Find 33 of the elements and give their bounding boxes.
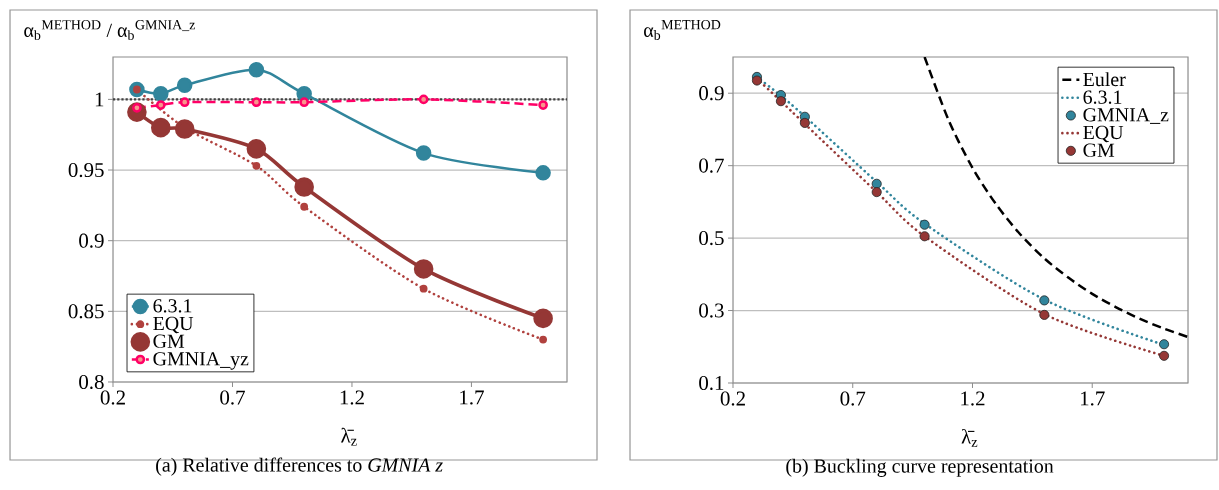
y-axis-title: α$_{b}$METHOD	[644, 19, 721, 40]
x-axis-title: λ̄$_{z}$	[341, 427, 357, 446]
y-tick-label: 0.1	[699, 375, 724, 391]
x-tick-label: 0.2	[100, 390, 125, 405]
legend-label: 6.3.1	[153, 299, 192, 313]
legend-label: 6.3.1	[1083, 90, 1122, 104]
legend-label: EQU	[153, 316, 194, 334]
y-tick-label: 1	[95, 92, 104, 107]
legend-label: Euler	[1083, 72, 1126, 87]
x-tick-label: 0.7	[220, 390, 245, 405]
y-tick-label: 0.95	[68, 162, 104, 178]
x-tick-label: 1.2	[340, 390, 364, 405]
y-tick-label: 0.9	[699, 86, 724, 101]
legend-label: EQU	[1083, 125, 1124, 143]
legend-label: GMNIA_yz	[153, 352, 249, 370]
text: (b) Buckling curve representation	[786, 458, 1054, 477]
x-tick-label: 1.7	[460, 390, 484, 405]
legend-label: GM	[1083, 143, 1115, 157]
text: (a) Relative differences to GMNIA z	[156, 457, 443, 476]
x-tick-label: 1.2	[961, 391, 985, 406]
y-tick-label: 0.9	[79, 233, 104, 248]
x-axis-title: λ̄$_{z}$	[961, 428, 978, 447]
x-tick-label: 0.7	[840, 391, 866, 406]
legend-label: GM	[153, 334, 185, 348]
x-tick-label: 1.7	[1080, 391, 1105, 406]
y-axis-title: α$_{b}$$^{METHOD}$ / α$_{b}$GMNIA_z	[24, 20, 195, 40]
y-tick-label: 0.85	[68, 304, 104, 319]
y-tick-label: 0.7	[699, 158, 724, 173]
x-tick-label: 0.2	[720, 391, 745, 406]
y-tick-label: 0.5	[699, 231, 724, 246]
y-tick-label: 0.8	[79, 374, 104, 390]
y-tick-label: 0.3	[699, 303, 724, 318]
legend-label: GMNIA_z	[1083, 108, 1169, 124]
